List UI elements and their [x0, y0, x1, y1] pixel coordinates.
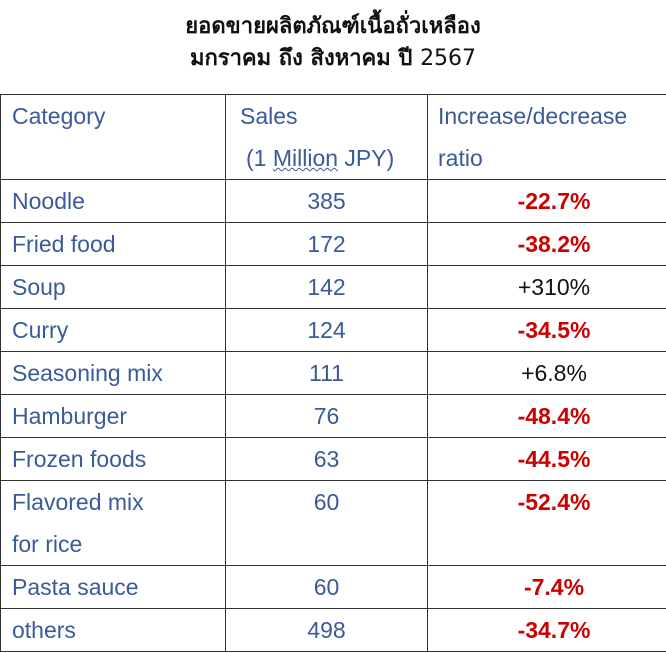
row-sales: 142 — [225, 265, 428, 309]
row-ratio: +6.8% — [427, 351, 666, 395]
report-title: ยอดขายผลิตภัณฑ์เนื้อถั่วเหลือง — [185, 14, 481, 39]
header-sales-label: Sales — [240, 103, 298, 129]
header-ratio-line1: Increase/decrease — [438, 103, 628, 129]
row-ratio: -34.7% — [427, 608, 666, 652]
table-header-row: Category Sales (1 Million JPY) Increase/… — [0, 94, 666, 180]
row-category: others — [0, 608, 226, 652]
row-sales: 385 — [225, 179, 428, 223]
row-sales: 124 — [225, 308, 428, 352]
row-sales: 172 — [225, 222, 428, 266]
row-ratio: -48.4% — [427, 394, 666, 438]
report-period: มกราคม ถึง สิงหาคม ปี 2567 — [0, 44, 666, 74]
table-row: Hamburger 76 -48.4% — [0, 394, 666, 438]
header-category: Category — [0, 94, 226, 180]
header-ratio: Increase/decrease ratio — [427, 94, 666, 180]
header-category-label: Category — [12, 103, 106, 129]
row-sales: 60 — [225, 480, 428, 566]
row-sales: 63 — [225, 437, 428, 481]
row-ratio: -34.5% — [427, 308, 666, 352]
period-text: มกราคม ถึง สิงหาคม ปี — [189, 46, 421, 71]
row-category: Curry — [0, 308, 226, 352]
row-ratio: -52.4% — [427, 480, 666, 566]
table-row: Seasoning mix 111 +6.8% — [0, 351, 666, 395]
unit-suffix: JPY) — [338, 145, 395, 171]
row-sales: 76 — [225, 394, 428, 438]
row-sales: 111 — [225, 351, 428, 395]
sales-table: Category Sales (1 Million JPY) Increase/… — [0, 94, 666, 652]
unit-million: Million — [272, 145, 339, 171]
unit-prefix: (1 — [246, 145, 273, 171]
table-row: others 498 -34.7% — [0, 608, 666, 652]
table-row: Frozen foods 63 -44.5% — [0, 437, 666, 481]
row-category-line1: Flavored mix — [12, 489, 144, 515]
row-sales: 498 — [225, 608, 428, 652]
row-category: Noodle — [0, 179, 226, 223]
table-row: Flavored mix for rice 60 -52.4% — [0, 480, 666, 566]
table-row: Fried food 172 -38.2% — [0, 222, 666, 266]
row-category: Seasoning mix — [0, 351, 226, 395]
row-sales: 60 — [225, 565, 428, 609]
row-category-line2: for rice — [12, 531, 83, 557]
row-category: Flavored mix for rice — [0, 480, 226, 566]
row-category: Soup — [0, 265, 226, 309]
table-row: Curry 124 -34.5% — [0, 308, 666, 352]
table-row: Pasta sauce 60 -7.4% — [0, 565, 666, 609]
row-ratio: -22.7% — [427, 179, 666, 223]
row-category: Fried food — [0, 222, 226, 266]
header-sales-unit: (1 Million JPY) — [226, 137, 427, 179]
table-row: Noodle 385 -22.7% — [0, 179, 666, 223]
row-ratio: -44.5% — [427, 437, 666, 481]
row-ratio: +310% — [427, 265, 666, 309]
row-category: Pasta sauce — [0, 565, 226, 609]
header-ratio-line2: ratio — [438, 145, 483, 171]
row-category: Frozen foods — [0, 437, 226, 481]
row-ratio: -38.2% — [427, 222, 666, 266]
table-row: Soup 142 +310% — [0, 265, 666, 309]
row-category: Hamburger — [0, 394, 226, 438]
row-ratio: -7.4% — [427, 565, 666, 609]
header-sales: Sales (1 Million JPY) — [225, 94, 428, 180]
period-year: 2567 — [420, 46, 477, 71]
